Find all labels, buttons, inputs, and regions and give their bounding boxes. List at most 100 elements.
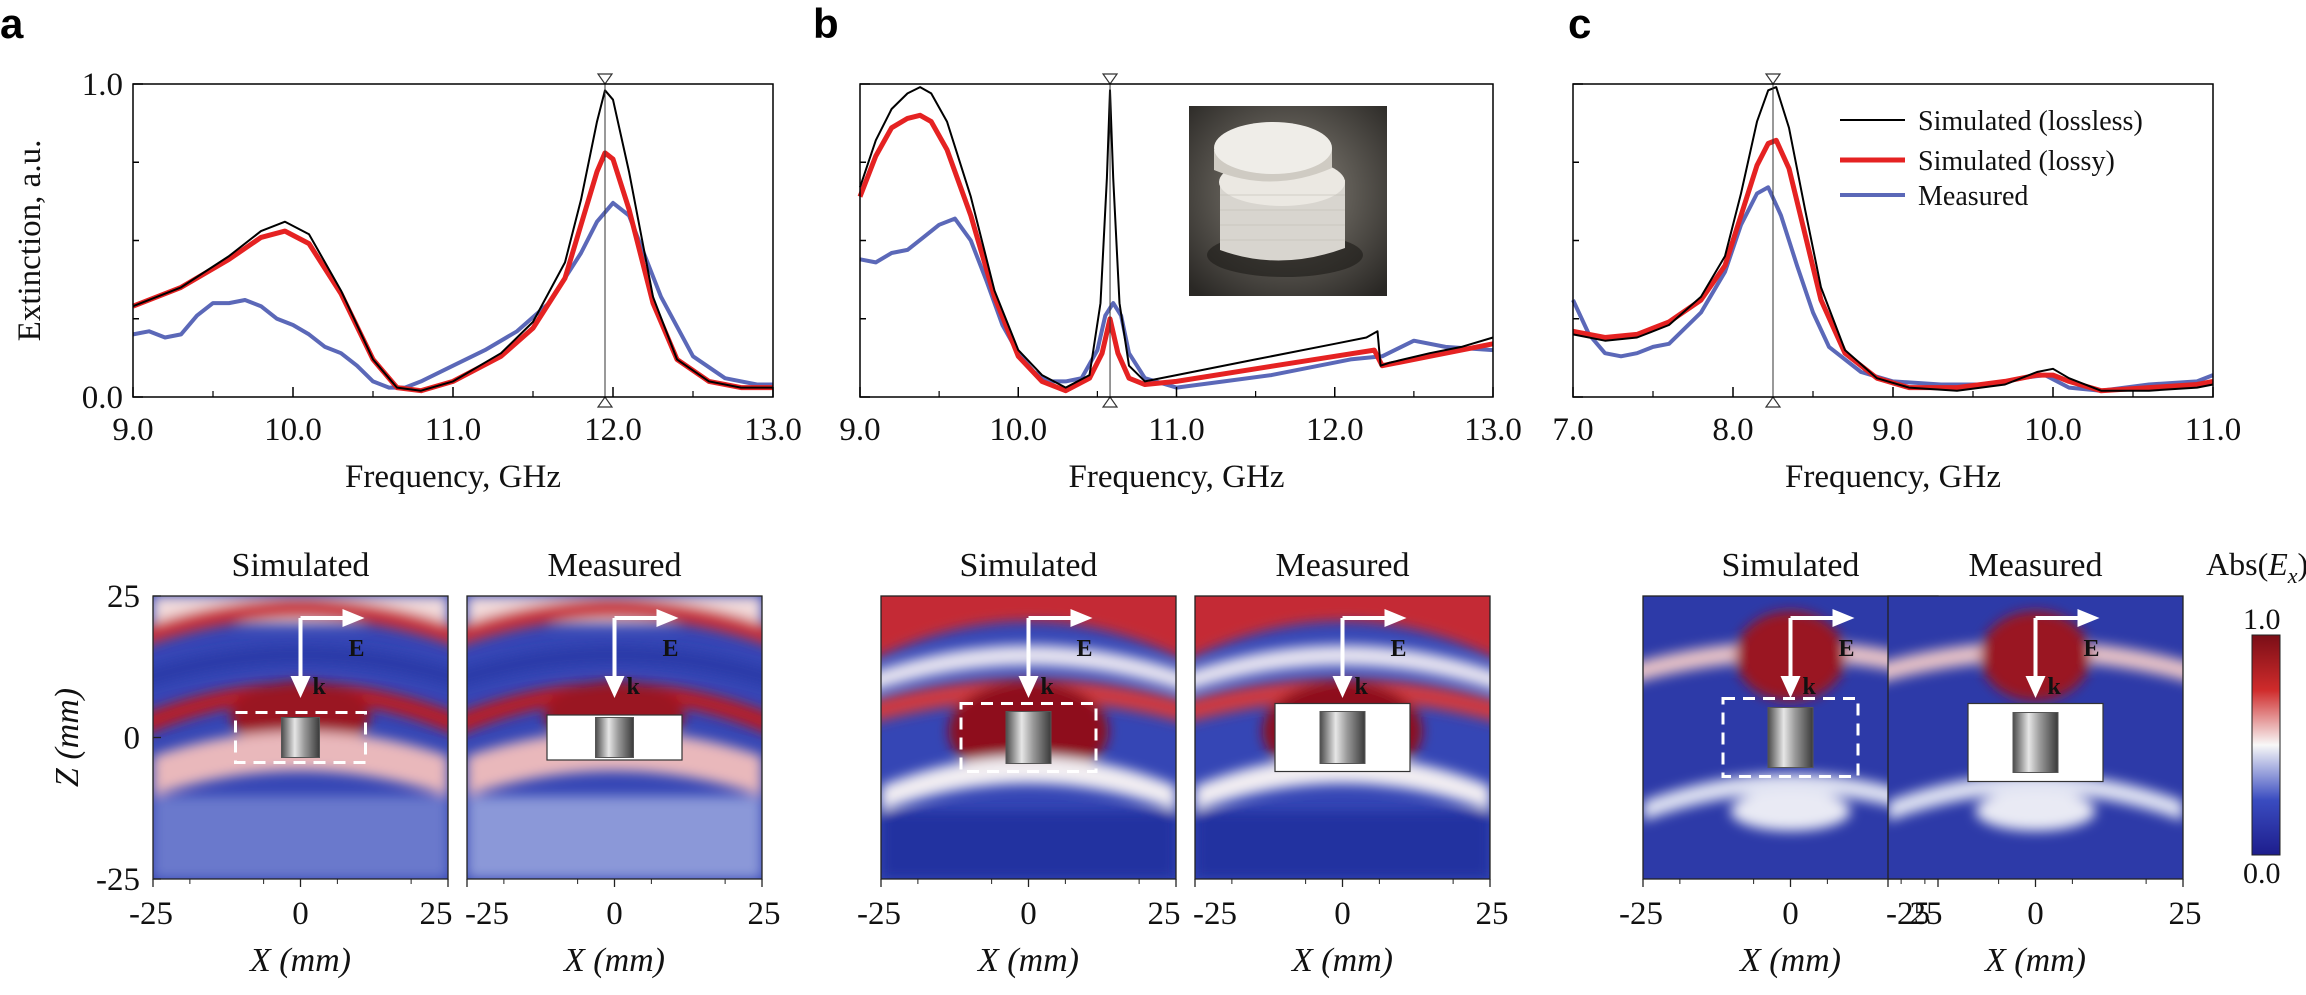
map-title-meas: Measured (1968, 547, 2102, 584)
field-map-c-meas: Ek (1887, 595, 2184, 887)
map-x-axis-label: X (mm) (248, 942, 351, 979)
scatterer-outline (234, 711, 367, 764)
map-x-axis-label: X (mm) (562, 942, 665, 979)
cylinder-icon (281, 717, 320, 758)
plot-frame-a (132, 83, 774, 398)
series-lossy-a (132, 150, 773, 394)
map-x-tick-label: 0 (1782, 896, 1799, 932)
marker-triangle-bottom-a (596, 395, 614, 408)
series-measured-c (1571, 185, 2214, 393)
field-map-image (153, 596, 448, 879)
cylinder-icon (1767, 707, 1814, 768)
x-tick-label-c: 7.0 (1552, 412, 1593, 448)
field-band (467, 646, 762, 685)
colorbar-label: Abs(Ex) (2206, 546, 2306, 588)
map-x-tick-label: -25 (129, 896, 173, 932)
field-map-b-meas: Ek (1194, 595, 1491, 887)
map-x-tick-label: 25 (1910, 896, 1943, 932)
map-title-sim: Simulated (232, 547, 370, 584)
e-vector-label: E (349, 636, 365, 662)
panel-letter-b: b (813, 0, 839, 47)
field-band (1195, 645, 1490, 690)
field-band (1730, 791, 1851, 831)
map-x-tick-label: 25 (1148, 896, 1181, 932)
map-title-sim: Simulated (1722, 547, 1860, 584)
x-tick-label-a: 13.0 (744, 412, 802, 448)
map-y-tick-label: 25 (107, 579, 140, 615)
k-vector-arrowhead (604, 676, 625, 698)
map-x-axis-label: X (mm) (976, 942, 1079, 979)
series-lossless-b (859, 86, 1494, 389)
legend-label-lossless: Simulated (lossless) (1918, 106, 2143, 137)
extinction-chart-c: 7.0 8.0 9.0 10.0 11.0 Frequency, GHz (1552, 73, 2242, 495)
scatterer-outline (959, 702, 1098, 773)
map-title-sim: Simulated (960, 547, 1098, 584)
e-vector-arrowhead (656, 609, 679, 627)
e-vector-arrowhead (1384, 609, 1407, 627)
series-lossless-c (1572, 86, 2214, 392)
k-vector-label: k (1355, 674, 1369, 700)
map-x-tick-label: 25 (2169, 896, 2202, 932)
marker-triangle-top-c (1764, 73, 1782, 86)
field-band (881, 596, 1176, 656)
map-x-tick-label: 0 (292, 896, 309, 932)
k-vector-arrowhead (2025, 676, 2046, 698)
map-x-axis-label: X (mm) (1738, 942, 1841, 979)
map-x-tick-label: 25 (748, 896, 781, 932)
x-tick-label-c: 11.0 (2185, 412, 2242, 448)
field-band (153, 796, 448, 879)
map-title-meas: Measured (1275, 547, 1409, 584)
legend-label-lossy: Simulated (lossy) (1918, 146, 2115, 177)
series-lossy-c (1572, 137, 2214, 394)
e-vector-label: E (663, 636, 679, 662)
k-vector-arrowhead (1332, 676, 1353, 698)
marker-triangle-bottom-c (1764, 395, 1782, 408)
field-blobs (153, 596, 448, 879)
field-band (1195, 811, 1490, 879)
k-vector-arrowhead (1018, 676, 1039, 698)
field-band (467, 598, 762, 644)
map-y-tick-label: -25 (96, 862, 140, 898)
map-x-tick-label: -25 (465, 896, 509, 932)
field-band (1888, 773, 2183, 821)
k-vector-label: k (313, 674, 327, 700)
e-vector-arrowhead (342, 609, 365, 627)
field-band (881, 756, 1176, 811)
field-map-a-sim: Ek (152, 595, 449, 887)
cylinder-icon (595, 717, 634, 758)
field-band (1195, 596, 1490, 656)
cylinder-icon (2012, 712, 2059, 773)
panel-letter-c: c (1568, 0, 1591, 47)
sample-photo-inset (1189, 106, 1387, 296)
k-vector-arrowhead (290, 676, 311, 698)
field-maps: Ek -25 0 25 Simulated X (mm) Ek -25 0 25 Measured X… (49, 547, 2202, 979)
map-x-tick-label: -25 (857, 896, 901, 932)
y-tick-label-a: 0.0 (82, 380, 123, 416)
marker-triangle-top-b (1101, 73, 1119, 86)
k-vector-label: k (1803, 674, 1817, 700)
x-tick-label-a: 12.0 (584, 412, 642, 448)
colorbar-min-label: 0.0 (2243, 857, 2281, 890)
marker-triangle-bottom-b (1101, 395, 1119, 408)
map-title-meas: Measured (547, 547, 681, 584)
e-vector-arrowhead (1070, 609, 1093, 627)
x-tick-label-c: 9.0 (1872, 412, 1913, 448)
map-x-tick-label: 0 (606, 896, 623, 932)
x-tick-label-b: 12.0 (1306, 412, 1364, 448)
legend-label-measured: Measured (1918, 181, 2028, 212)
k-vector-label: k (2048, 674, 2062, 700)
scatterer-outline (1721, 697, 1860, 778)
map-x-axis-label: X (mm) (1983, 942, 2086, 979)
map-x-tick-label: 25 (420, 896, 453, 932)
cylinder-icon (1005, 711, 1052, 764)
map-x-tick-label: 0 (2027, 896, 2044, 932)
x-tick-label-a: 10.0 (264, 412, 322, 448)
x-tick-label-c: 10.0 (2024, 412, 2082, 448)
k-vector-label: k (627, 674, 641, 700)
extinction-chart-a: 9.0 10.0 11.0 12.0 13.0 0.0 1.0 Frequency, GHz E… (12, 67, 802, 495)
y-tick-label-a: 1.0 (82, 67, 123, 103)
x-tick-label-a: 9.0 (112, 412, 153, 448)
legend: Simulated (lossless) Simulated (lossy) M… (1840, 106, 2143, 212)
map-y-axis-label: Z (mm) (49, 688, 86, 787)
